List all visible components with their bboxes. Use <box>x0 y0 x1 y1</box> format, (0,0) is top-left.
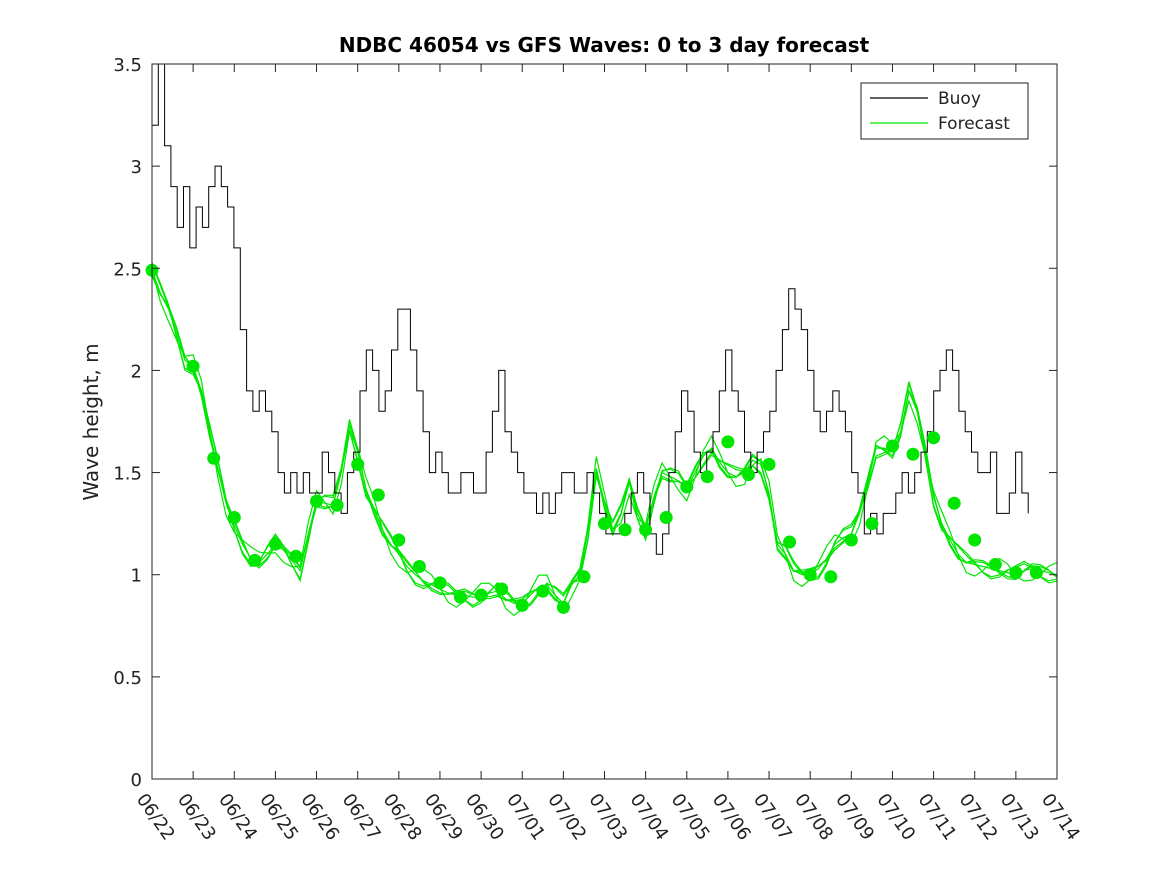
legend-box <box>860 82 1029 140</box>
plot-area <box>145 63 1058 617</box>
forecast-marker <box>762 457 776 471</box>
forecast-marker <box>968 533 982 547</box>
legend-label-forecast: Forecast <box>938 114 1010 134</box>
forecast-marker <box>865 517 879 531</box>
y-tick-label: 0.5 <box>113 668 142 689</box>
forecast-marker <box>824 570 838 584</box>
forecast-marker <box>515 598 529 612</box>
forecast-marker <box>412 560 426 573</box>
forecast-marker <box>618 523 632 537</box>
forecast-marker <box>639 523 653 537</box>
legend-label-buoy: Buoy <box>938 89 981 109</box>
forecast-marker <box>186 359 200 373</box>
forecast-line <box>151 262 1058 610</box>
forecast-marker <box>433 576 447 590</box>
y-tick-label: 0 <box>131 770 142 791</box>
forecast-marker <box>598 517 611 531</box>
forecast-marker <box>227 511 241 524</box>
forecast-marker <box>495 582 509 596</box>
forecast-marker <box>310 494 323 508</box>
y-tick-label: 1.5 <box>113 464 142 485</box>
y-tick-label: 3 <box>131 157 142 178</box>
forecast-marker <box>268 537 282 551</box>
forecast-marker <box>721 435 735 449</box>
forecast-marker <box>371 488 385 502</box>
forecast-marker <box>207 451 221 465</box>
forecast-marker <box>330 498 344 512</box>
forecast-marker <box>351 457 365 471</box>
forecast-marker <box>474 588 488 602</box>
legend: Buoy Forecast <box>860 82 1029 140</box>
forecast-marker <box>454 590 467 604</box>
forecast-marker <box>803 568 817 582</box>
forecast-marker <box>289 549 303 563</box>
forecast-marker <box>556 600 570 614</box>
forecast-marker <box>659 511 673 524</box>
y-tick-label: 2 <box>131 361 142 382</box>
forecast-marker <box>947 496 961 510</box>
forecast-marker <box>927 431 941 445</box>
forecast-marker <box>680 480 694 494</box>
forecast-line <box>151 268 1058 617</box>
chart-title: NDBC 46054 vs GFS Waves: 0 to 3 day fore… <box>339 33 870 57</box>
forecast-marker <box>742 468 755 482</box>
forecast-marker <box>577 570 591 584</box>
y-tick-label: 1 <box>131 566 142 587</box>
y-tick-label: 3.5 <box>113 55 142 76</box>
y-axis-label: Wave height, m <box>79 343 103 500</box>
forecast-marker <box>536 584 550 598</box>
forecast-marker <box>844 533 858 547</box>
y-tick-label: 2.5 <box>113 259 142 280</box>
forecast-marker <box>248 553 262 567</box>
forecast-marker <box>988 558 1002 571</box>
forecast-marker <box>886 439 899 453</box>
forecast-marker <box>1029 566 1043 580</box>
forecast-line <box>151 273 1058 606</box>
forecast-marker <box>700 470 714 484</box>
buoy-line <box>152 63 1029 555</box>
forecast-marker <box>906 447 920 461</box>
forecast-marker <box>1009 566 1023 580</box>
forecast-marker <box>392 533 406 547</box>
forecast-marker <box>783 535 797 549</box>
